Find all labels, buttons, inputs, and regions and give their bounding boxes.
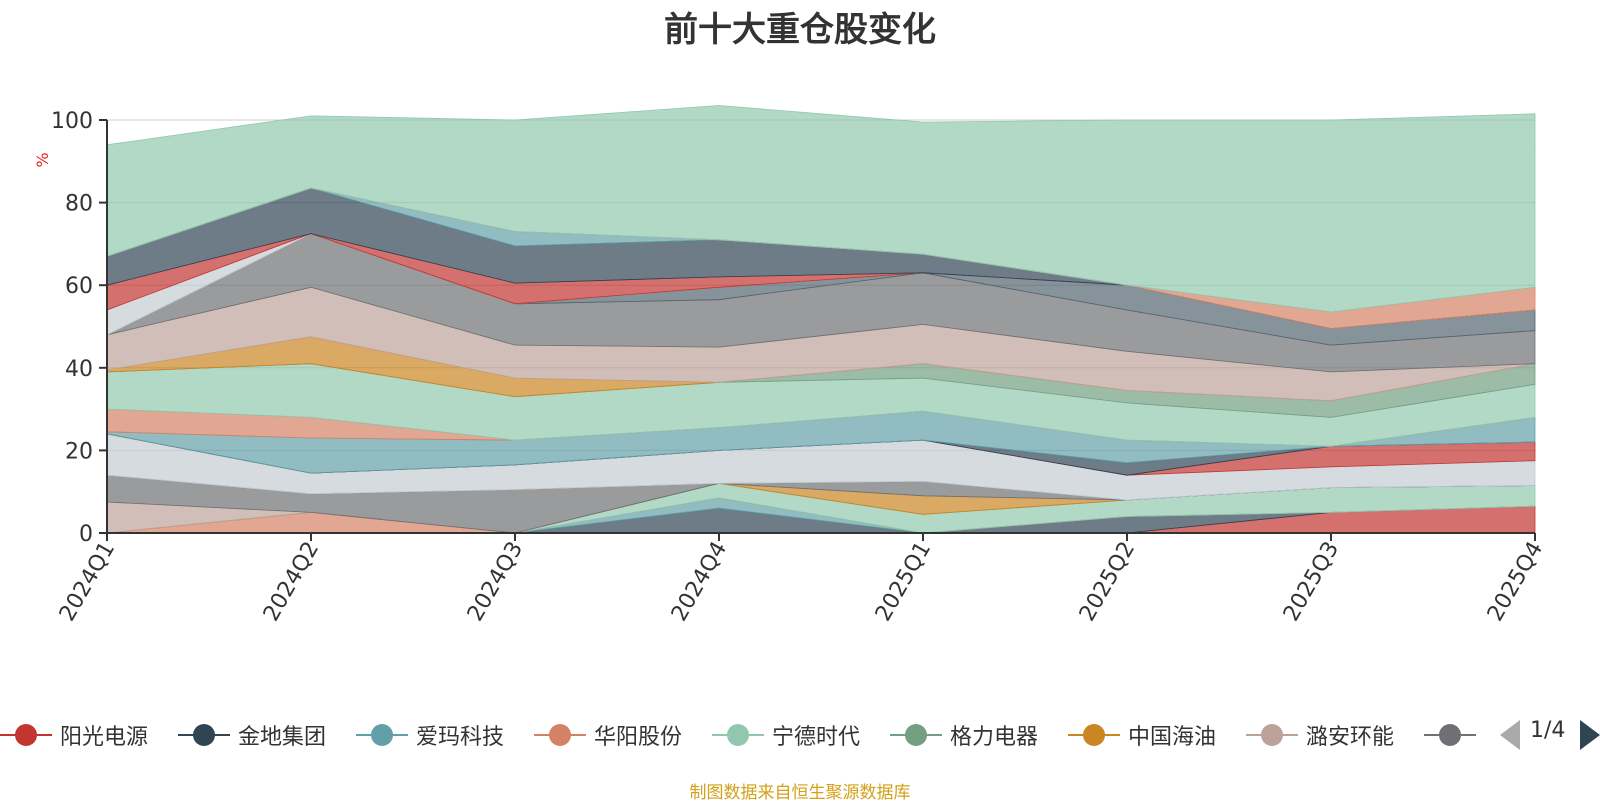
y-tick-label: 20 bbox=[65, 439, 93, 464]
area-series-27[interactable] bbox=[106, 105, 1536, 313]
legend-marker-icon bbox=[0, 724, 52, 746]
y-axis-label: % bbox=[33, 152, 52, 167]
legend-marker-icon bbox=[1246, 724, 1298, 746]
x-tick-label: 2024Q4 bbox=[667, 538, 732, 626]
source-note: 制图数据来自恒生聚源数据库 bbox=[689, 783, 911, 803]
legend-item[interactable]: 金地集团 bbox=[178, 710, 326, 760]
area-series bbox=[106, 105, 1536, 534]
legend-marker-icon bbox=[178, 724, 230, 746]
legend-label: 格力电器 bbox=[950, 725, 1039, 750]
legend-item[interactable]: 宁德时代 bbox=[712, 710, 860, 760]
x-tick-label: 2024Q2 bbox=[259, 538, 324, 626]
x-tick-label: 2025Q1 bbox=[871, 538, 936, 626]
legend-label: 宁德时代 bbox=[772, 725, 861, 750]
legend-label: 爱玛科技 bbox=[416, 725, 505, 750]
y-tick-label: 40 bbox=[65, 357, 93, 382]
legend-item[interactable]: 格力电器 bbox=[890, 710, 1038, 760]
legend-label: 华阳股份 bbox=[594, 725, 683, 750]
legend-marker-icon bbox=[534, 724, 586, 746]
legend-item[interactable]: 潞安环能 bbox=[1246, 710, 1394, 760]
legend-prev-page-button[interactable] bbox=[1500, 720, 1520, 750]
legend-label: 潞安环能 bbox=[1306, 725, 1395, 750]
legend-page-indicator: 1/4 bbox=[1530, 718, 1566, 743]
legend-label: 阳光电源 bbox=[60, 725, 149, 750]
stacked-area-chart: 0 20 40 60 80 100 2024Q1 2024Q2 2024Q3 2024Q4 2025… bbox=[33, 105, 1548, 626]
legend-item[interactable]: 华阳股份 bbox=[534, 710, 682, 760]
legend-item[interactable]: 阳光电源 bbox=[0, 710, 148, 760]
legend: 阳光电源 金地集团 爱玛科技 华阳股份 宁德时代 格力电器 中国海油 潞安环能 bbox=[0, 710, 1520, 760]
y-tick-label: 60 bbox=[65, 274, 93, 299]
legend-marker-icon bbox=[356, 724, 408, 746]
legend-marker-icon bbox=[1424, 724, 1476, 746]
legend-marker-icon bbox=[712, 724, 764, 746]
x-tick-label: 2025Q4 bbox=[1483, 538, 1548, 626]
x-tick-label: 2024Q1 bbox=[55, 538, 120, 626]
x-tick-label: 2025Q2 bbox=[1075, 538, 1140, 626]
x-tick-label: 2024Q3 bbox=[463, 538, 528, 626]
legend-item[interactable] bbox=[1424, 710, 1484, 760]
legend-item[interactable]: 中国海油 bbox=[1068, 710, 1216, 760]
legend-marker-icon bbox=[890, 724, 942, 746]
legend-label: 中国海油 bbox=[1128, 725, 1217, 750]
legend-marker-icon bbox=[1068, 724, 1120, 746]
legend-label: 金地集团 bbox=[238, 725, 327, 750]
legend-item[interactable]: 爱玛科技 bbox=[356, 710, 504, 760]
y-tick-label: 80 bbox=[65, 192, 93, 217]
x-tick-label: 2025Q3 bbox=[1279, 538, 1344, 626]
legend-pager: 1/4 bbox=[1500, 716, 1600, 756]
y-tick-label: 0 bbox=[79, 522, 93, 547]
chart-title: 前十大重仓股变化 bbox=[664, 10, 936, 50]
legend-next-page-button[interactable] bbox=[1580, 720, 1600, 750]
y-tick-label: 100 bbox=[51, 109, 93, 134]
